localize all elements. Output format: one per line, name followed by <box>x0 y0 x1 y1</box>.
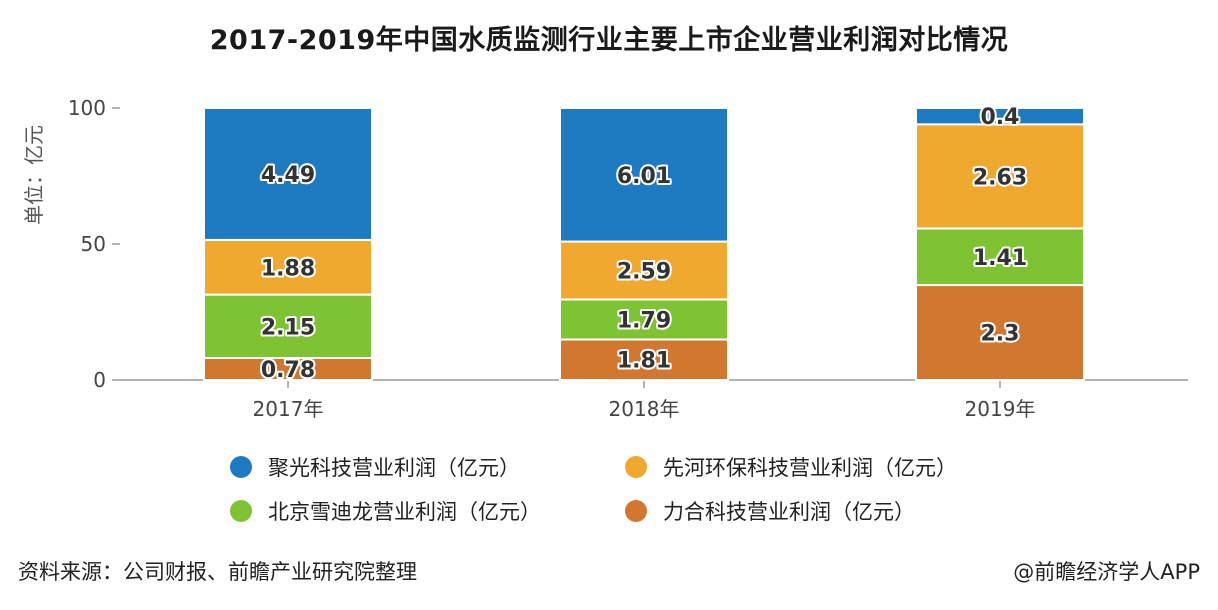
bar-segment <box>559 107 729 243</box>
legend-item: 力合科技营业利润（亿元） <box>625 496 1045 526</box>
chart-title: 2017-2019年中国水质监测行业主要上市企业营业利润对比情况 <box>209 25 1009 56</box>
legend-item: 先河环保科技营业利润（亿元） <box>625 452 1045 482</box>
legend-swatch <box>230 456 252 478</box>
bar-segment <box>559 240 729 301</box>
data-label: 2.63 <box>973 165 1027 190</box>
data-label: 2.15 <box>261 315 315 340</box>
chart-plot: 0 50 100 2017年 2018年 2019年 0.78 2.15 1.88 4.49 1.… <box>68 96 1188 421</box>
legend-label: 北京雪迪龙营业利润（亿元） <box>268 500 541 524</box>
y-axis-label: 单位：亿元 <box>22 125 46 225</box>
credit-note: @前瞻经济学人APP <box>1013 560 1200 584</box>
y-tick-label: 100 <box>68 96 106 120</box>
bar-segment <box>559 338 729 381</box>
source-note: 资料来源：公司财报、前瞻产业研究院整理 <box>18 560 417 584</box>
x-tick-label: 2018年 <box>609 397 680 421</box>
bar-segment <box>915 107 1085 126</box>
data-label: 1.79 <box>617 308 671 333</box>
data-label: 2.59 <box>617 260 671 285</box>
data-label: 1.41 <box>973 246 1027 271</box>
legend-swatch <box>230 500 252 522</box>
legend-item: 北京雪迪龙营业利润（亿元） <box>230 496 625 526</box>
legend-label: 聚光科技营业利润（亿元） <box>268 456 520 480</box>
data-label: 4.49 <box>261 163 315 188</box>
data-label: 2.3 <box>981 322 1020 347</box>
data-label: 0.4 <box>981 105 1020 130</box>
chart-data-labels: 0.78 2.15 1.88 4.49 1.81 1.79 2.59 6.01 2.3 1.41 2… <box>259 103 1029 385</box>
x-tick-label: 2017年 <box>253 397 324 421</box>
legend-label: 力合科技营业利润（亿元） <box>663 500 915 524</box>
y-tick-label: 50 <box>81 232 106 256</box>
data-label: 1.88 <box>261 256 315 281</box>
data-label: 6.01 <box>617 164 671 189</box>
data-label: 0.78 <box>261 358 315 383</box>
y-tick-label: 0 <box>93 368 106 392</box>
chart-axes: 0 50 100 2017年 2018年 2019年 <box>68 96 1188 421</box>
x-tick-label: 2019年 <box>965 397 1036 421</box>
chart-legend: 聚光科技营业利润（亿元） 先河环保科技营业利润（亿元） 北京雪迪龙营业利润（亿元） 力… <box>230 452 1050 526</box>
bar-segment <box>915 284 1085 381</box>
chart-bars <box>203 107 1085 381</box>
bar-segment <box>203 107 373 241</box>
legend-item: 聚光科技营业利润（亿元） <box>230 452 625 482</box>
legend-swatch <box>625 500 647 522</box>
legend-swatch <box>625 456 647 478</box>
bar-segment <box>559 298 729 341</box>
legend-label: 先河环保科技营业利润（亿元） <box>663 456 957 480</box>
data-label: 1.81 <box>617 349 671 374</box>
